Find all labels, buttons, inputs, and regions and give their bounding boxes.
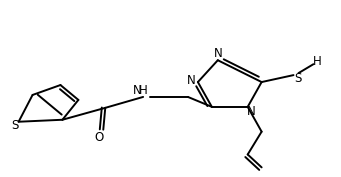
Text: S: S: [11, 119, 18, 132]
Text: N: N: [213, 47, 222, 60]
Text: H: H: [313, 55, 322, 68]
Text: S: S: [294, 72, 301, 85]
Text: O: O: [95, 131, 104, 144]
Text: N: N: [247, 105, 256, 118]
Text: N: N: [187, 74, 195, 87]
Text: N: N: [133, 84, 142, 98]
Text: H: H: [139, 84, 148, 98]
